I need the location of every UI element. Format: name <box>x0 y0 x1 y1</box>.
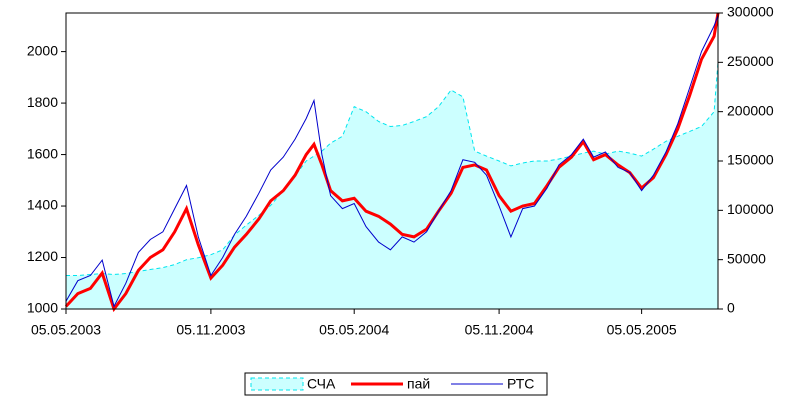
y-tick-label: 1400 <box>27 197 58 213</box>
x-tick-label: 05.05.2005 <box>607 322 677 338</box>
x-tick-label: 05.11.2004 <box>465 322 534 338</box>
y-tick-label: 1200 <box>27 248 58 264</box>
x-tick-label: 05.05.2004 <box>319 322 389 338</box>
y-tick-label: 2000 <box>27 42 58 58</box>
legend-label: РТС <box>507 376 534 392</box>
y2-tick-label: 50000 <box>727 250 766 266</box>
area-outline <box>66 62 719 276</box>
y-tick-label: 1000 <box>27 300 58 316</box>
y2-tick-label: 0 <box>727 300 735 316</box>
legend-label: СЧА <box>307 376 336 392</box>
x-tick-label: 05.05.2003 <box>31 322 101 338</box>
y2-tick-label: 100000 <box>727 201 774 217</box>
y2-tick-label: 300000 <box>727 4 774 20</box>
area <box>66 62 718 309</box>
line <box>65 15 719 308</box>
y2-tick-label: 200000 <box>727 102 774 118</box>
y-tick-label: 1800 <box>27 94 58 110</box>
legend-label: пай <box>407 376 430 392</box>
y2-tick-label: 150000 <box>727 152 774 168</box>
y-tick-label: 1600 <box>27 145 58 161</box>
x-tick-label: 05.11.2003 <box>176 322 245 338</box>
line <box>64 12 720 313</box>
y2-tick-label: 250000 <box>727 53 774 69</box>
legend-swatch <box>250 377 304 391</box>
